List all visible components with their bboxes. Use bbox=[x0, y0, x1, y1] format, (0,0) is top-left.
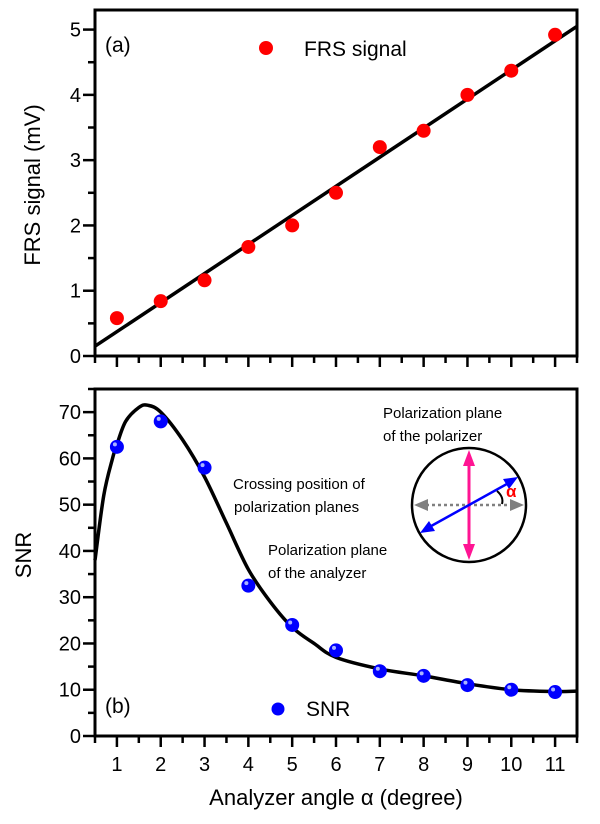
panel-b-data-point bbox=[329, 643, 343, 658]
panel-b-data-point-highlight bbox=[244, 581, 249, 586]
panel-b-x-tick-label: 1 bbox=[111, 754, 122, 776]
panel-a-ylabel: FRS signal (mV) bbox=[20, 104, 45, 265]
panel-a: 0 1 2 3 4 5 bbox=[70, 8, 579, 368]
legend-a-marker bbox=[259, 41, 273, 55]
panel-b-y-tick-label: 30 bbox=[59, 587, 81, 609]
panel-a-y-tick-label: 4 bbox=[70, 85, 81, 107]
inset-polarizer-label-2: of the polarizer bbox=[383, 428, 482, 445]
panel-b-data-point-highlight bbox=[507, 685, 512, 690]
panel-b-data-point-highlight bbox=[419, 671, 424, 676]
panel-b-data-point bbox=[548, 685, 563, 700]
panel-a-data-point bbox=[109, 311, 124, 326]
panel-a-data-point bbox=[197, 273, 212, 288]
panel-b-plot-frame bbox=[93, 387, 579, 738]
panel-b-x-tick-label: 4 bbox=[243, 754, 254, 776]
panel-b-label: (b) bbox=[105, 695, 131, 718]
panel-b-data-point-highlight bbox=[156, 416, 161, 421]
panel-b-data-point-highlight bbox=[288, 620, 293, 625]
panel-b-y-tick-label: 0 bbox=[70, 726, 81, 748]
panel-a-plot-frame bbox=[93, 8, 579, 358]
panel-a-y-tick-label: 2 bbox=[70, 215, 81, 237]
panel-a-data-point bbox=[504, 63, 519, 78]
panel-b-data-point-highlight bbox=[332, 645, 336, 650]
panel-b-xlabel: Analyzer angle α (degree) bbox=[209, 785, 463, 810]
inset-angle-symbol: α bbox=[506, 482, 517, 501]
legend-a-label: FRS signal bbox=[304, 38, 407, 61]
panel-a-y-tick-label: 1 bbox=[70, 281, 81, 303]
panel-a-data-point bbox=[285, 218, 300, 233]
panel-a-data-point bbox=[548, 27, 563, 42]
panel-b-y-tick-label: 50 bbox=[59, 495, 81, 517]
panel-a-y-tick-label: 3 bbox=[70, 150, 81, 172]
panel-b-x-tick-label: 8 bbox=[418, 754, 429, 776]
panel-b-x-tick-label: 11 bbox=[545, 754, 566, 776]
panel-a-data-point bbox=[416, 123, 431, 138]
panel-b: 1 2 3 4 5 6 7 8 9 10 11 0 10 20 30 40 50 60 70 bbox=[59, 387, 579, 776]
inset-crossing-label-2: polarization planes bbox=[234, 499, 359, 516]
panel-b-y-tick-label: 70 bbox=[59, 402, 81, 424]
panel-b-data-point-highlight bbox=[200, 463, 205, 468]
panel-a-data-point bbox=[372, 140, 387, 155]
angle-arc bbox=[496, 490, 504, 505]
inset-crossing-label-1: Crossing position of bbox=[233, 476, 366, 493]
panel-b-data-point bbox=[504, 682, 519, 697]
panel-b-y-tick-label: 60 bbox=[59, 448, 81, 470]
panel-b-data-point bbox=[197, 460, 212, 475]
panel-a-y-tick-label: 5 bbox=[70, 20, 81, 42]
legend-b-label: SNR bbox=[306, 698, 350, 721]
panel-b-ylabel: SNR bbox=[11, 532, 36, 578]
analyzer-arrow bbox=[420, 477, 518, 533]
legend-b-marker bbox=[271, 702, 285, 716]
panel-b-y-tick-label: 40 bbox=[59, 541, 81, 563]
panel-b-x-tick-label: 2 bbox=[155, 754, 166, 776]
panel-a-y-tick-label: 0 bbox=[70, 346, 81, 368]
panel-b-data-point-highlight bbox=[463, 680, 468, 685]
panel-b-data-point bbox=[372, 664, 387, 679]
panel-b-data-point bbox=[416, 668, 431, 683]
panel-b-x-tick-label: 6 bbox=[330, 754, 341, 776]
panel-a-data-point bbox=[241, 239, 256, 254]
inset-diagram: Polarization plane of the polarizer Cros… bbox=[233, 405, 528, 582]
inset-analyzer-label-2: of the analyzer bbox=[268, 565, 366, 582]
panel-b-data-point bbox=[109, 439, 124, 454]
panel-a-data-point bbox=[329, 185, 343, 200]
panel-b-x-tick-label: 7 bbox=[374, 754, 385, 776]
panel-b-y-tick-label: 20 bbox=[59, 633, 81, 655]
panel-a-data-point bbox=[460, 87, 475, 102]
inset-polarizer-label-1: Polarization plane bbox=[383, 405, 502, 422]
panel-b-data-point bbox=[285, 617, 300, 632]
panel-b-fit-line bbox=[93, 403, 578, 694]
panel-b-data-point bbox=[460, 678, 475, 693]
panel-b-y-tick-label: 10 bbox=[59, 680, 81, 702]
panel-b-x-tick-label: 10 bbox=[500, 754, 522, 776]
panel-b-data-point-highlight bbox=[375, 666, 380, 671]
panel-b-x-tick-label: 5 bbox=[287, 754, 298, 776]
panel-b-x-tick-label: 3 bbox=[199, 754, 210, 776]
panel-b-data-point bbox=[153, 414, 168, 429]
panel-b-data-point-highlight bbox=[112, 442, 117, 447]
inset-analyzer-label-1: Polarization plane bbox=[268, 542, 387, 559]
panel-b-data-point bbox=[241, 578, 256, 593]
panel-a-data-point bbox=[153, 294, 168, 309]
inset-circle bbox=[410, 446, 528, 564]
panel-a-label: (a) bbox=[105, 34, 131, 57]
panel-b-data-point-highlight bbox=[551, 687, 556, 692]
panel-b-x-tick-label: 9 bbox=[462, 754, 473, 776]
